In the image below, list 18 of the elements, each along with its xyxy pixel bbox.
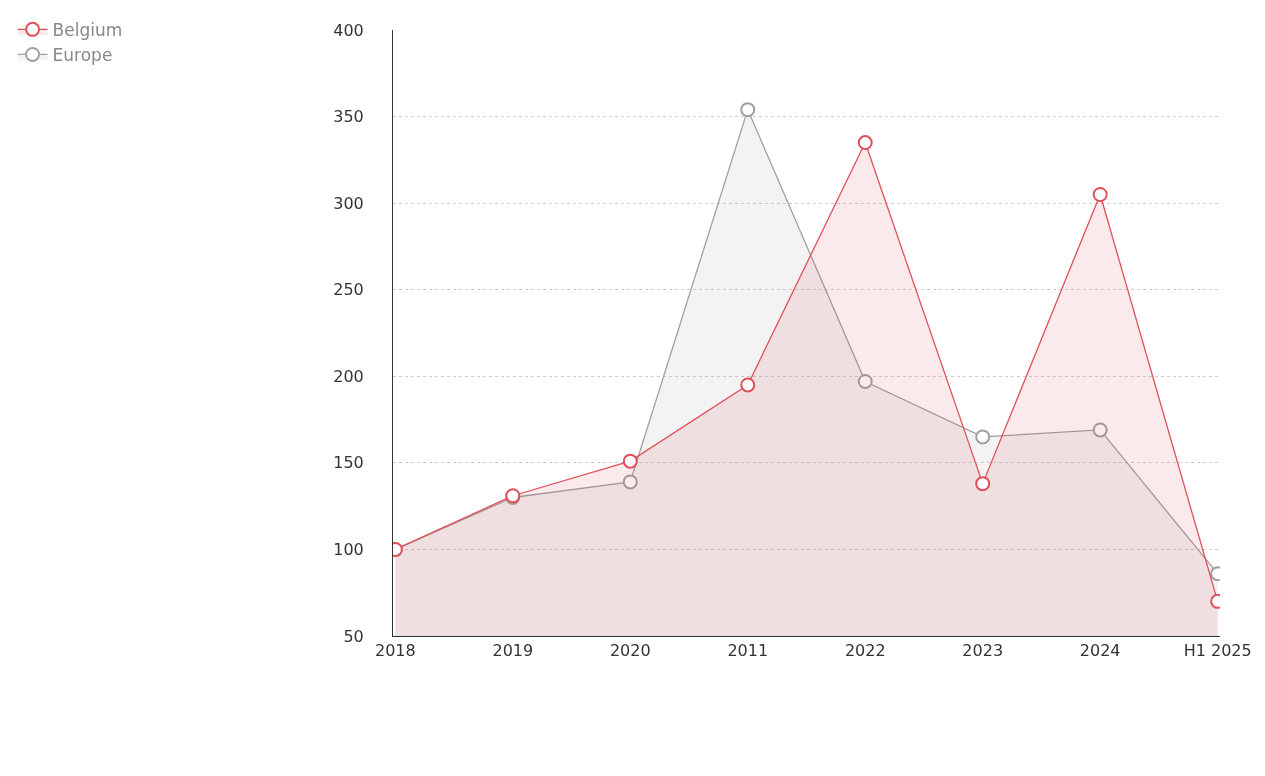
y-tick-label: 350: [333, 107, 364, 127]
y-tick-label: 50: [343, 626, 364, 646]
x-tick-label: 2023: [962, 641, 1004, 661]
y-tick-label: 200: [333, 366, 364, 386]
x-tick-label: H1 2025: [1183, 641, 1252, 661]
y-tick-label: 250: [333, 280, 364, 300]
y-tick-label: 100: [333, 540, 364, 560]
legend-label: Europe: [52, 45, 113, 66]
y-tick-label: 400: [333, 20, 364, 40]
x-tick-label: 2019: [492, 641, 534, 661]
x-tick-label: 2020: [609, 641, 651, 661]
x-tick-label: 2024: [1079, 641, 1121, 661]
y-tick-label: 300: [333, 193, 364, 213]
y-tick-label: 150: [333, 453, 364, 473]
legend-label: Belgium: [52, 20, 123, 40]
x-tick-label: 2011: [727, 641, 769, 661]
x-tick-label: 2018: [374, 641, 416, 661]
x-tick-label: 2022: [844, 641, 886, 661]
